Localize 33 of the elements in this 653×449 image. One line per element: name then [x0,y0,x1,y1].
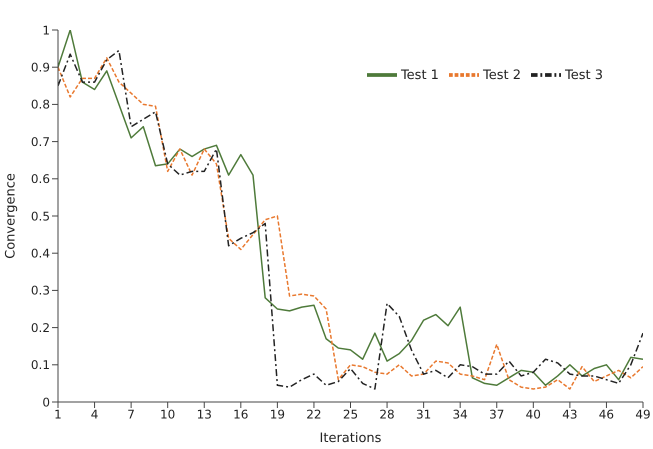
x-tick-label: 43 [562,408,578,422]
x-tick-label: 1 [54,408,62,422]
x-tick-label: 31 [416,408,432,422]
x-tick-label: 28 [379,408,395,422]
y-axis-title: Convergence [4,173,19,259]
x-tick-label: 22 [306,408,322,422]
legend-label: Test 1 [400,68,439,84]
y-tick-label: 0 [42,395,50,410]
y-tick-label: 1 [42,23,50,38]
legend-label: Test 2 [482,68,521,84]
y-tick-label: 0.8 [30,98,50,112]
y-tick-label: 0.5 [30,209,50,224]
y-tick-label: 0.6 [30,172,50,186]
x-axis-title: Iterations [320,431,382,446]
x-tick-label: 34 [452,408,468,422]
y-tick-label: 0.3 [30,284,50,298]
y-tick-label: 0.9 [30,60,50,74]
x-tick-label: 49 [635,408,651,422]
x-tick-label: 25 [342,408,358,422]
y-tick-label: 0.2 [30,320,50,335]
x-tick-label: 19 [270,408,286,422]
x-tick-label: 4 [90,408,98,422]
x-tick-label: 40 [526,408,541,422]
y-tick-label: 0.4 [30,246,50,260]
y-tick-label: 0.7 [30,134,50,149]
y-tick-label: 0.1 [30,358,50,372]
x-tick-label: 10 [160,408,176,422]
x-tick-label: 16 [233,408,248,422]
x-tick-label: 7 [127,408,135,422]
x-tick-label: 13 [196,408,212,422]
x-tick-label: 46 [598,408,614,422]
x-tick-label: 37 [489,408,504,422]
legend-label: Test 3 [564,68,603,84]
